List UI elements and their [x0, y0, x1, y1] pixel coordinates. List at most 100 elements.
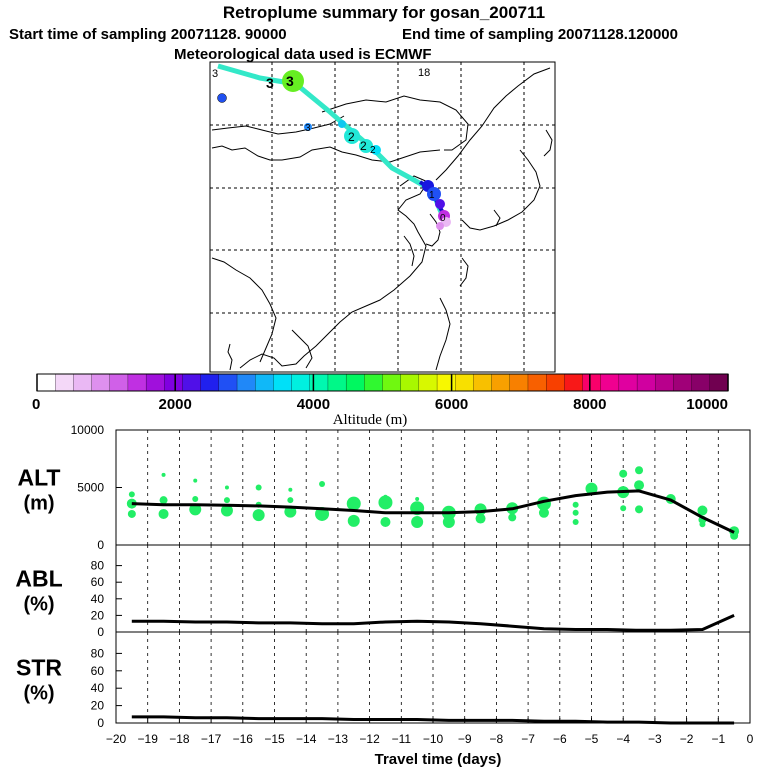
plume-label: 1 — [429, 190, 435, 201]
colorbar-cell — [436, 373, 456, 392]
x-tick-label: −19 — [138, 732, 159, 746]
x-tick-label: −4 — [616, 732, 630, 746]
series-line — [131, 489, 735, 534]
scatter-point — [538, 507, 549, 518]
x-tick-label: −15 — [264, 732, 285, 746]
x-tick-label: 0 — [747, 732, 754, 746]
scatter-point — [127, 509, 136, 518]
colorbar-tick-label: 2000 — [159, 396, 192, 413]
colorbar-cell — [418, 373, 438, 392]
scatter-point — [128, 491, 135, 498]
plume-dot — [217, 93, 227, 103]
colorbar-tick-label: 6000 — [435, 396, 468, 413]
scatter-point — [415, 497, 420, 501]
y-axis-label: ABL — [15, 566, 62, 592]
colorbar-cell — [509, 373, 529, 392]
panel-abl: 0 20 40 60 80 ABL(%) — [15, 544, 751, 639]
colorbar-cell — [618, 373, 638, 392]
start-time-label: Start time of sampling 20071128. 90000 — [9, 26, 287, 43]
y-axis-label: STR — [16, 655, 62, 681]
colorbar-cell — [236, 373, 256, 392]
x-tick-label: −1 — [711, 732, 725, 746]
x-tick-label: −10 — [423, 732, 444, 746]
scatter-point — [572, 501, 579, 508]
colorbar-cell — [127, 373, 147, 392]
colorbar-cell — [91, 373, 111, 392]
plume-label: 0 — [440, 213, 446, 224]
scatter-point — [224, 485, 229, 490]
colorbar-tick-label: 4000 — [297, 396, 330, 413]
x-axis-label: Travel time (days) — [375, 751, 502, 768]
colorbar-cell — [200, 373, 220, 392]
map-corner-label-left: 3 — [212, 68, 218, 80]
x-tick-label: −16 — [233, 732, 254, 746]
y-tick-label: 0 — [97, 538, 104, 552]
scatter-point — [161, 472, 166, 477]
y-tick-label: 5000 — [77, 481, 104, 495]
scatter-point — [585, 482, 598, 495]
scatter-point — [193, 478, 198, 483]
scatter-point — [699, 521, 706, 528]
colorbar-cell — [164, 373, 184, 392]
plume-label: 2 — [348, 130, 355, 144]
scatter-point — [620, 505, 627, 512]
x-tick-label: −12 — [359, 732, 380, 746]
chart-title: Retroplume summary for gosan_200711 — [222, 3, 546, 22]
scatter-point — [319, 481, 326, 488]
scatter-point — [255, 484, 262, 491]
map-corner-label-right: 18 — [418, 67, 430, 79]
colorbar-cell — [491, 373, 511, 392]
colorbar-cell — [636, 373, 656, 392]
y-tick-label: 80 — [91, 559, 105, 573]
scatter-point — [635, 466, 644, 475]
plume-label: 2 — [370, 145, 376, 156]
colorbar-tick-label: 0 — [32, 396, 40, 413]
y-tick-label: 10000 — [71, 423, 105, 437]
scatter-point — [252, 509, 265, 522]
time-series-panels: 0500010000ALT(m)020406080ABL(%)020406080… — [15, 423, 753, 768]
x-tick-label: −18 — [169, 732, 190, 746]
scatter-point — [189, 503, 202, 516]
plume-dot — [359, 139, 373, 153]
colorbar-cell — [382, 373, 402, 392]
x-tick-label: −9 — [458, 732, 472, 746]
scatter-point — [634, 480, 645, 491]
x-tick-label: −17 — [201, 732, 222, 746]
colorbar-cell — [455, 373, 474, 392]
colorbar-cell — [364, 373, 384, 392]
y-tick-label: 40 — [91, 681, 105, 695]
x-tick-label: −14 — [296, 732, 317, 746]
y-tick-label: 0 — [97, 716, 104, 730]
y-tick-label: 60 — [91, 664, 105, 678]
map-frame — [209, 61, 556, 373]
colorbar-cell — [709, 373, 729, 392]
colorbar-tick-label: 8000 — [573, 396, 606, 413]
x-tick-label: −11 — [392, 732, 412, 746]
scatter-point — [159, 496, 168, 505]
colorbar-cells — [36, 373, 729, 392]
met-data-label: Meteorological data used is ECMWF — [174, 46, 432, 63]
colorbar-ticks: 0 2000 4000 6000 8000 10000 — [32, 374, 729, 413]
colorbar-cell — [273, 373, 293, 392]
x-tick-label: −8 — [490, 732, 504, 746]
plume-dot — [344, 128, 360, 144]
x-tick-label: −20 — [106, 732, 127, 746]
coastlines — [211, 67, 553, 371]
scatter-point — [730, 531, 739, 540]
map-graticule — [210, 62, 555, 372]
colorbar-label: Altitude (m) — [333, 412, 408, 428]
plume-dot — [436, 222, 444, 230]
y-tick-label: 40 — [91, 592, 105, 606]
colorbar-cell — [255, 373, 274, 392]
plume-dot — [435, 199, 445, 209]
map-panel: 3 18 3 3 3 2 2 2 1 0 — [209, 61, 556, 373]
scatter-point — [697, 505, 708, 516]
scatter-point — [635, 505, 644, 514]
x-tick-label: −6 — [553, 732, 567, 746]
plume-label: 3 — [305, 123, 311, 134]
colorbar-cell — [182, 373, 202, 392]
plume-track: 3 3 3 2 2 2 1 0 — [217, 63, 451, 230]
scatter-point — [288, 487, 293, 492]
colorbar-cell — [345, 373, 365, 392]
plume-dot — [282, 70, 304, 92]
